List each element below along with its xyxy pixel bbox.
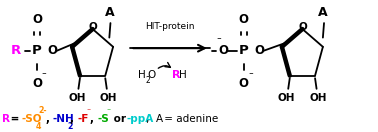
- Text: O: O: [88, 22, 97, 32]
- Text: O: O: [32, 13, 42, 26]
- Text: = adenine: = adenine: [161, 114, 218, 124]
- Text: A: A: [104, 6, 114, 19]
- Text: ⁻: ⁻: [248, 71, 253, 80]
- Text: -SO: -SO: [21, 114, 42, 124]
- Text: -F: -F: [77, 114, 89, 124]
- Text: ⁻: ⁻: [107, 106, 111, 115]
- Text: P: P: [239, 44, 249, 57]
- Text: O: O: [239, 77, 249, 90]
- Text: =: =: [7, 114, 23, 124]
- Text: O: O: [32, 77, 42, 90]
- Text: ,: ,: [90, 114, 98, 124]
- Text: O: O: [254, 44, 264, 57]
- Text: O: O: [147, 70, 155, 80]
- Text: H: H: [138, 70, 146, 80]
- Text: O: O: [239, 13, 249, 26]
- Text: or: or: [110, 114, 130, 124]
- Text: O: O: [298, 22, 307, 32]
- FancyArrowPatch shape: [158, 62, 170, 68]
- Text: -NH: -NH: [53, 114, 74, 124]
- Text: ⁻: ⁻: [216, 36, 221, 45]
- Text: OH: OH: [309, 93, 327, 103]
- Text: 2-: 2-: [39, 106, 47, 115]
- Text: -ppA: -ppA: [127, 114, 154, 124]
- Text: ⁻: ⁻: [42, 71, 46, 80]
- Text: O: O: [47, 44, 57, 57]
- Text: 4: 4: [36, 122, 41, 131]
- Text: HIT-protein: HIT-protein: [146, 22, 195, 31]
- Text: OH: OH: [68, 93, 86, 103]
- Text: -S: -S: [98, 114, 109, 124]
- Text: OH: OH: [278, 93, 296, 103]
- Text: P: P: [32, 44, 42, 57]
- Text: 2: 2: [67, 122, 72, 131]
- Text: O: O: [218, 44, 228, 57]
- Text: ,: ,: [70, 114, 78, 124]
- Text: R: R: [2, 114, 10, 124]
- Text: ⁻: ⁻: [87, 106, 91, 115]
- Text: H: H: [179, 70, 186, 80]
- Text: ,: ,: [146, 114, 155, 124]
- Text: OH: OH: [99, 93, 117, 103]
- Text: A: A: [318, 6, 328, 19]
- Text: 2: 2: [145, 76, 150, 85]
- Text: A: A: [156, 114, 163, 124]
- Text: R: R: [172, 70, 180, 80]
- Text: R: R: [11, 44, 21, 57]
- Text: ,: ,: [46, 114, 53, 124]
